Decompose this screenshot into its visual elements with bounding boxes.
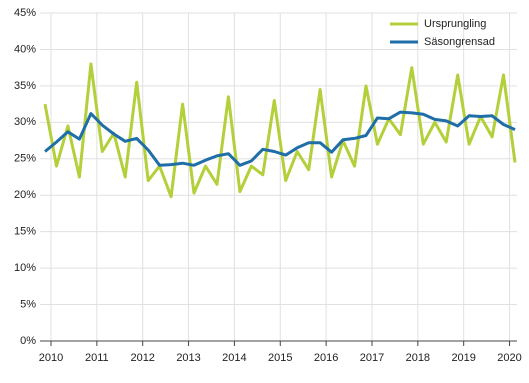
y-tick-label: 35% (14, 80, 36, 92)
y-tick-label: 0% (20, 335, 36, 347)
series-line (43, 62, 517, 199)
x-tick-label: 2013 (176, 352, 200, 364)
y-tick-label: 30% (14, 116, 36, 128)
y-tick-label: 20% (14, 189, 36, 201)
y-tick-label: 45% (14, 7, 36, 19)
legend-label: Ursprungling (424, 18, 486, 30)
series-line (44, 110, 516, 167)
x-tick-label: 2017 (360, 352, 384, 364)
y-tick-label: 25% (14, 153, 36, 165)
y-tick-label: 15% (14, 226, 36, 238)
x-tick-label: 2011 (85, 352, 109, 364)
x-tick-label: 2018 (406, 352, 430, 364)
y-tick-label: 5% (20, 298, 36, 310)
x-tick-label: 2014 (222, 352, 246, 364)
x-tick-label: 2020 (497, 352, 521, 364)
y-tick-label: 10% (14, 262, 36, 274)
legend-label: Säsongrensad (424, 36, 495, 48)
x-tick-label: 2019 (451, 352, 475, 364)
x-tick-label: 2015 (268, 352, 292, 364)
x-tick-label: 2016 (314, 352, 338, 364)
y-tick-label: 40% (14, 43, 36, 55)
x-tick-label: 2010 (39, 352, 63, 364)
x-tick-label: 2012 (130, 352, 154, 364)
